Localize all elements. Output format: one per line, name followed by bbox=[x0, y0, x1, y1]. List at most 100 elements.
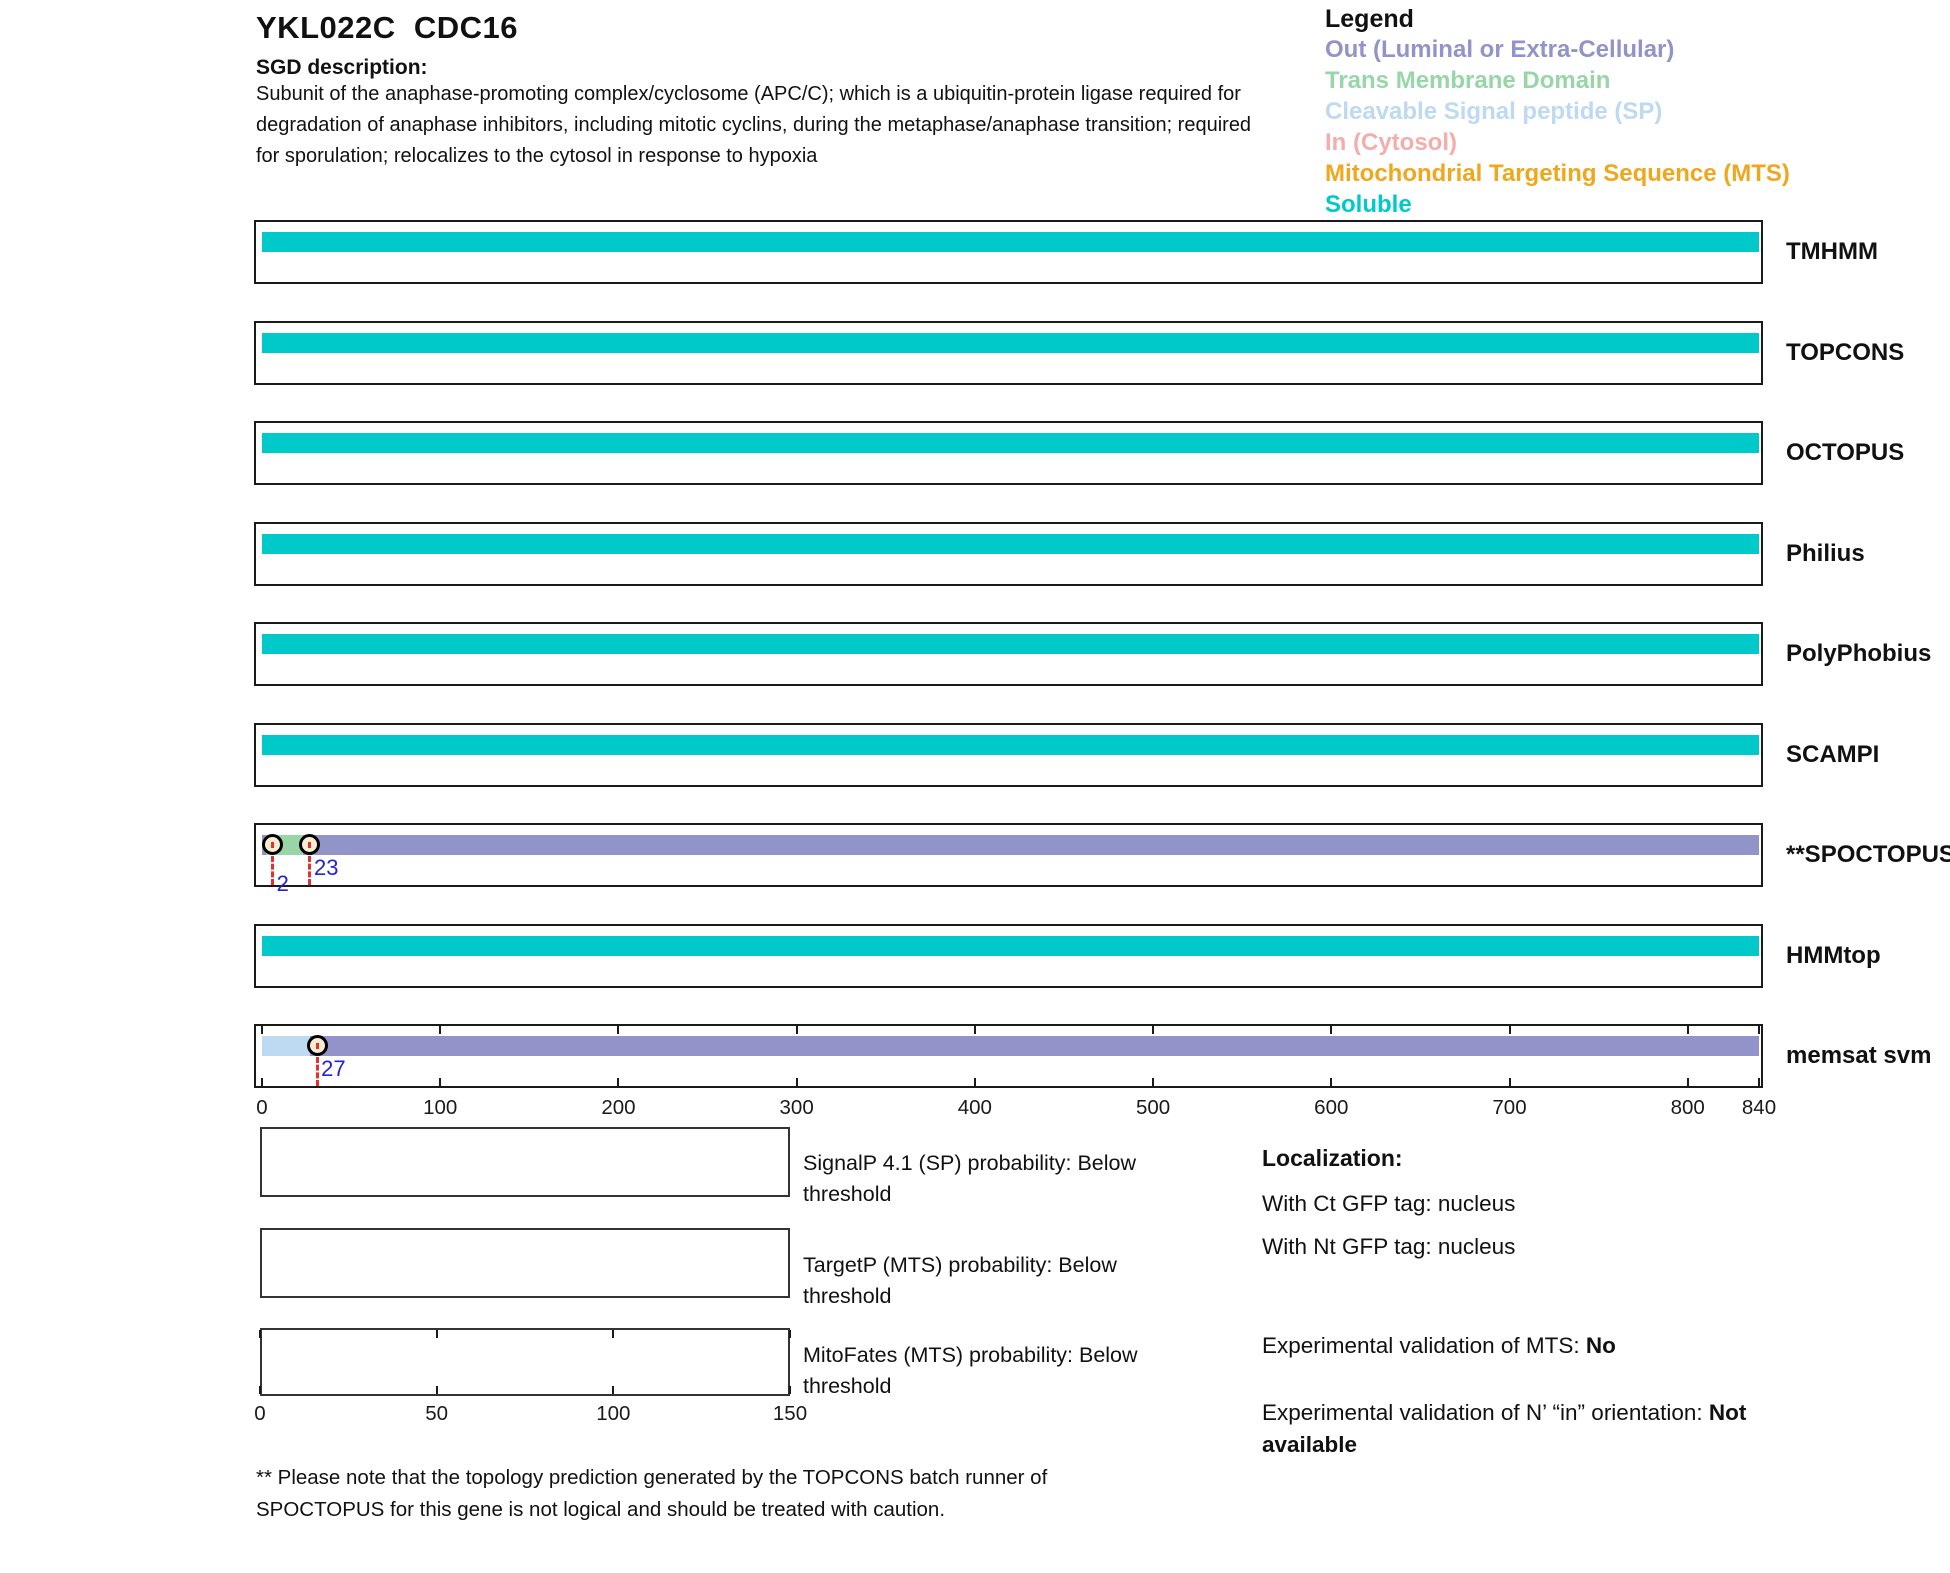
plot-axis-label: 50 bbox=[425, 1402, 449, 1425]
axis-tick bbox=[617, 1078, 620, 1086]
sequence-axis-label: 840 bbox=[1741, 1096, 1777, 1119]
probability-plot-box-2 bbox=[260, 1328, 790, 1396]
localization-ct-gfp: With Ct GFP tag: nucleus bbox=[1262, 1191, 1516, 1216]
axis-tick bbox=[1758, 1026, 1760, 1034]
axis-tick bbox=[1330, 1078, 1333, 1086]
axis-tick bbox=[439, 1026, 442, 1034]
axis-tick bbox=[1686, 1026, 1689, 1034]
axis-tick bbox=[1330, 1026, 1333, 1034]
boundary-marker-tick bbox=[315, 1043, 319, 1049]
sgd-description-label: SGD description: bbox=[256, 56, 428, 79]
page-title: YKL022C CDC16 bbox=[256, 10, 518, 45]
track-label: PolyPhobius bbox=[1786, 640, 1932, 667]
track-label: HMMtop bbox=[1786, 941, 1881, 969]
axis-tick bbox=[1152, 1078, 1155, 1086]
boundary-dashed-line bbox=[308, 856, 312, 885]
boundary-position-label: 2 bbox=[276, 871, 289, 896]
boundary-dashed-line bbox=[315, 1057, 319, 1086]
probability-plot-box-1 bbox=[260, 1228, 790, 1298]
legend-title: Legend bbox=[1325, 5, 1414, 33]
plot-axis-tick bbox=[789, 1330, 791, 1338]
legend-item-soluble: Soluble bbox=[1325, 191, 1412, 218]
track-bar-segment-soluble bbox=[262, 433, 1759, 453]
axis-tick bbox=[795, 1078, 798, 1086]
localization-title: Localization: bbox=[1262, 1145, 1403, 1171]
legend-item-mts: Mitochondrial Targeting Sequence (MTS) bbox=[1325, 160, 1790, 187]
track-label: memsat svm bbox=[1786, 1042, 1932, 1069]
track-bar-segment-soluble bbox=[262, 533, 1759, 554]
axis-tick bbox=[973, 1026, 976, 1034]
plot-axis-tick bbox=[259, 1386, 261, 1394]
mts-validation-value: No bbox=[1585, 1333, 1616, 1358]
axis-tick bbox=[1508, 1078, 1511, 1086]
track-box bbox=[254, 722, 1763, 787]
probability-plot-label: TargetP (MTS) probability: Below thresho… bbox=[803, 1253, 1117, 1308]
track-bar-segment-out bbox=[310, 1036, 1759, 1056]
boundary-marker-tick bbox=[308, 842, 312, 848]
probability-plot-label: MitoFates (MTS) probability: Below thres… bbox=[803, 1343, 1138, 1398]
track-box bbox=[254, 823, 1763, 887]
orientation-validation-line: Experimental validation of N’ “in” orien… bbox=[1262, 1397, 1762, 1461]
track-bar-segment-out bbox=[302, 835, 1759, 855]
sequence-axis-label: 500 bbox=[1135, 1096, 1171, 1119]
probability-plot-box-0 bbox=[260, 1127, 790, 1197]
track-bar-segment-soluble bbox=[262, 332, 1759, 353]
track-box bbox=[254, 923, 1763, 988]
spoctopus-footnote: ** Please note that the topology predict… bbox=[256, 1466, 1048, 1521]
orientation-validation-label: Experimental validation of N’ “in” orien… bbox=[1262, 1400, 1709, 1425]
sequence-axis-label: 100 bbox=[423, 1096, 458, 1119]
track-bar-segment-soluble bbox=[262, 935, 1759, 956]
track-label: TOPCONS bbox=[1786, 338, 1905, 366]
track-bar-segment-sp bbox=[262, 1036, 311, 1056]
plot-axis-tick bbox=[612, 1386, 615, 1394]
sequence-axis-label: 700 bbox=[1492, 1096, 1527, 1119]
legend-items: Out (Luminal or Extra-Cellular) Trans Mem… bbox=[1325, 34, 1790, 220]
axis-tick bbox=[973, 1078, 976, 1086]
plot-axis-label: 0 bbox=[254, 1402, 266, 1425]
axis-tick bbox=[1758, 1078, 1760, 1086]
boundary-marker-tick bbox=[271, 842, 275, 848]
plot-axis-tick bbox=[612, 1330, 615, 1338]
sequence-axis-label: 300 bbox=[779, 1096, 814, 1119]
orientation-validation-value: Not available bbox=[1262, 1400, 1747, 1457]
plot-axis-tick bbox=[789, 1386, 791, 1394]
track-box bbox=[254, 421, 1763, 485]
track-label: TMHMM bbox=[1786, 238, 1878, 265]
axis-tick bbox=[1508, 1026, 1511, 1034]
localization-block: Localization: With Ct GFP tag: nucleus W… bbox=[1262, 1143, 1782, 1461]
sequence-axis-label: 800 bbox=[1670, 1096, 1705, 1119]
track-label: OCTOPUS bbox=[1786, 439, 1905, 466]
legend-item-out: Out (Luminal or Extra-Cellular) bbox=[1325, 36, 1675, 63]
track-box bbox=[254, 220, 1763, 284]
boundary-position-label: 23 bbox=[313, 855, 339, 880]
track-box bbox=[254, 622, 1763, 686]
track-bar-segment-soluble bbox=[262, 634, 1759, 654]
track-label: **SPOCTOPUS bbox=[1786, 841, 1950, 868]
axis-tick bbox=[617, 1026, 620, 1034]
track-box bbox=[254, 320, 1763, 385]
boundary-dashed-line bbox=[271, 856, 275, 885]
sgd-description-text: Subunit of the anaphase-promoting comple… bbox=[256, 83, 1252, 167]
axis-tick bbox=[795, 1026, 798, 1034]
legend-item-in: In (Cytosol) bbox=[1325, 129, 1457, 156]
track-bar-segment-soluble bbox=[262, 734, 1759, 755]
track-box bbox=[254, 1024, 1763, 1088]
track-label: Philius bbox=[1786, 539, 1865, 567]
legend-item-sp: Cleavable Signal peptide (SP) bbox=[1325, 98, 1663, 125]
sequence-axis-label: 600 bbox=[1314, 1096, 1349, 1119]
mts-validation-line: Experimental validation of MTS: No bbox=[1262, 1331, 1782, 1361]
track-bar-segment-soluble bbox=[262, 232, 1759, 252]
plot-axis-label: 150 bbox=[772, 1402, 808, 1425]
plot-axis-tick bbox=[435, 1386, 438, 1394]
boundary-position-label: 27 bbox=[321, 1056, 346, 1081]
probability-plot-label: SignalP 4.1 (SP) probability: Below thre… bbox=[803, 1151, 1137, 1206]
sequence-axis-label: 200 bbox=[601, 1096, 636, 1119]
track-label: SCAMPI bbox=[1786, 740, 1880, 768]
axis-tick bbox=[261, 1078, 263, 1086]
legend-item-tm: Trans Membrane Domain bbox=[1325, 67, 1611, 94]
axis-tick bbox=[1686, 1078, 1689, 1086]
plot-axis-tick bbox=[435, 1330, 438, 1338]
sequence-axis-label: 0 bbox=[256, 1096, 268, 1119]
mts-validation-label: Experimental validation of MTS: bbox=[1262, 1333, 1586, 1358]
